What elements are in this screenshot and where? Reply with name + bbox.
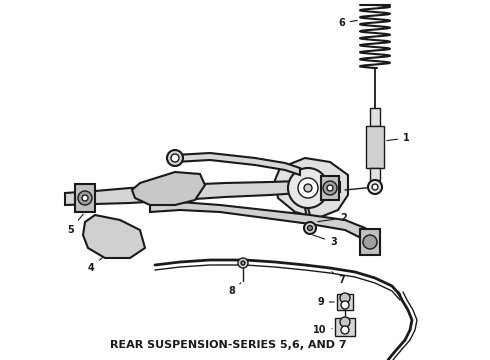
Text: 10: 10 — [313, 325, 332, 335]
Circle shape — [340, 317, 350, 327]
Polygon shape — [65, 181, 340, 205]
Text: 3: 3 — [313, 235, 337, 247]
Polygon shape — [321, 176, 339, 200]
Circle shape — [78, 191, 92, 205]
Circle shape — [171, 154, 179, 162]
Polygon shape — [335, 318, 355, 336]
Circle shape — [340, 293, 350, 303]
Text: 1: 1 — [387, 133, 410, 143]
Circle shape — [372, 184, 378, 190]
Circle shape — [167, 150, 183, 166]
Polygon shape — [150, 202, 380, 252]
Polygon shape — [83, 215, 145, 258]
Circle shape — [304, 222, 316, 234]
Circle shape — [327, 185, 333, 191]
Text: 6: 6 — [338, 18, 357, 28]
Polygon shape — [132, 172, 205, 205]
Polygon shape — [337, 294, 353, 310]
Circle shape — [241, 261, 245, 265]
Polygon shape — [360, 229, 380, 255]
Polygon shape — [370, 108, 380, 126]
Text: 2: 2 — [318, 213, 347, 223]
Text: 7: 7 — [332, 272, 345, 285]
Text: 5: 5 — [67, 214, 83, 235]
Text: 8: 8 — [228, 283, 241, 296]
Text: 4: 4 — [88, 257, 103, 273]
Circle shape — [341, 301, 349, 309]
Circle shape — [341, 326, 349, 334]
Polygon shape — [275, 158, 348, 218]
Circle shape — [298, 178, 318, 198]
Circle shape — [363, 235, 377, 249]
Polygon shape — [366, 126, 384, 168]
Circle shape — [304, 184, 312, 192]
Circle shape — [323, 181, 337, 195]
Text: REAR SUSPENSION-SERIES 5,6, AND 7: REAR SUSPENSION-SERIES 5,6, AND 7 — [110, 340, 346, 350]
Polygon shape — [75, 184, 95, 212]
Polygon shape — [175, 153, 300, 175]
Polygon shape — [370, 168, 380, 180]
Circle shape — [308, 225, 313, 230]
Circle shape — [368, 180, 382, 194]
Circle shape — [82, 195, 88, 201]
Circle shape — [288, 168, 328, 208]
Circle shape — [238, 258, 248, 268]
Text: 9: 9 — [317, 297, 334, 307]
